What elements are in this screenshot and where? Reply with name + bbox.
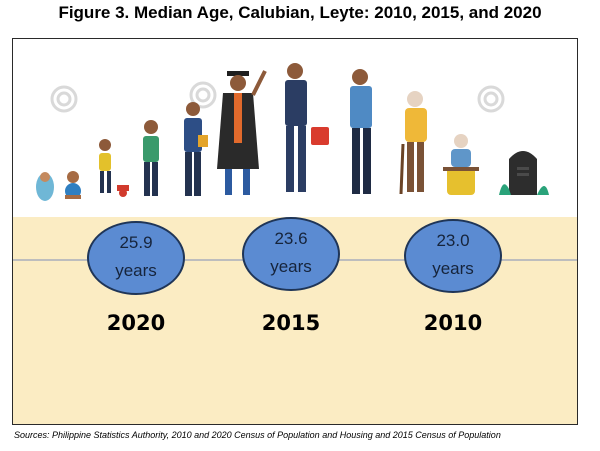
median-age-value-2010: 23.0 [436, 231, 470, 250]
businessman-icon [285, 63, 329, 192]
teen-icon [184, 102, 208, 196]
graduate-icon [217, 70, 267, 195]
median-age-unit-2015: years [270, 257, 312, 276]
source-note: Sources: Philippine Statistics Authority… [14, 430, 501, 440]
median-age-bubble-2020: 25.9 years [87, 221, 185, 295]
gravestone-icon [499, 151, 549, 195]
chart-frame: 25.9 years 2020 23.6 years 2015 23.0 yea… [12, 38, 578, 425]
year-label-2020: 2020 [106, 311, 166, 335]
crawling-baby-icon [65, 171, 81, 199]
median-age-value-2015: 23.6 [274, 229, 308, 248]
child-icon [143, 120, 159, 196]
median-age-value-2020: 25.9 [119, 233, 153, 252]
adult-man-icon [350, 69, 372, 194]
median-age-unit-2010: years [432, 259, 474, 278]
year-label-2010: 2010 [423, 311, 483, 335]
chart-title: Figure 3. Median Age, Calubian, Leyte: 2… [58, 3, 542, 22]
baby-icon [36, 172, 54, 201]
toddler-icon [99, 139, 129, 197]
life-stages-illustration [36, 63, 549, 201]
median-age-unit-2020: years [115, 261, 157, 280]
elderly-with-cane-icon [399, 91, 427, 195]
year-label-2015: 2015 [261, 311, 321, 335]
median-age-bubble-2015: 23.6 years [242, 217, 340, 291]
median-age-bubble-2010: 23.0 years [404, 219, 502, 293]
elderly-seated-icon [443, 134, 479, 195]
